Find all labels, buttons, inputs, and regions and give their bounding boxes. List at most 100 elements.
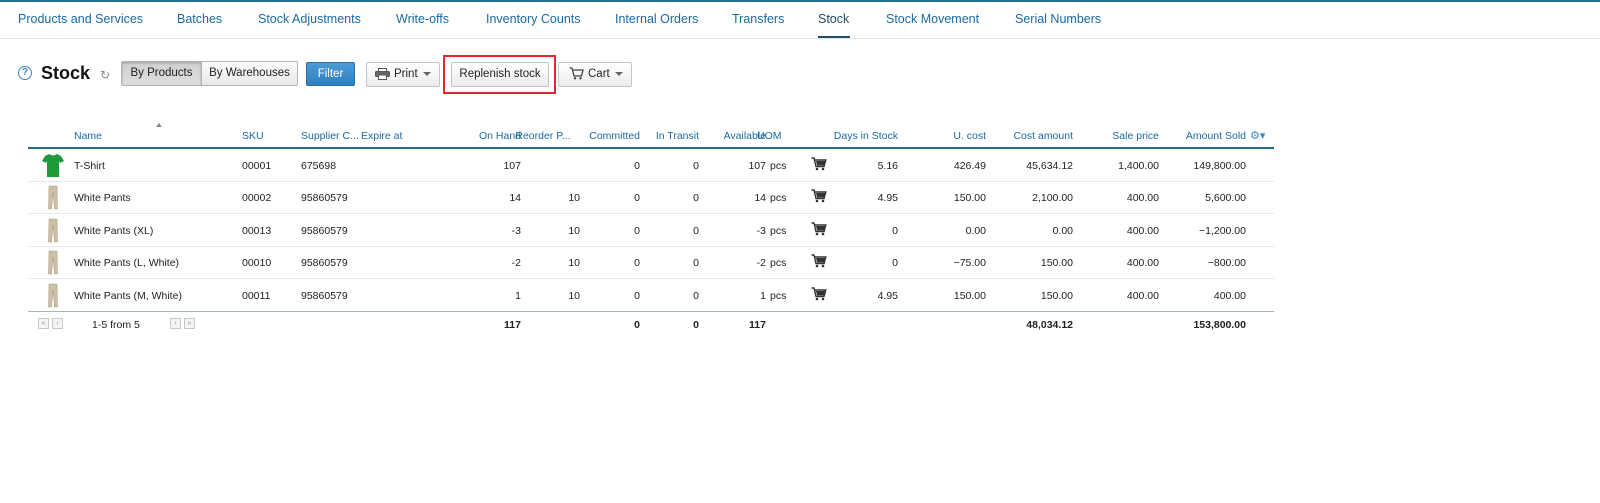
col-sale-price[interactable]: Sale price [1112,130,1159,142]
table-row[interactable]: White Pants (L, White) 00010 95860579 -2 10 0… [28,246,1274,280]
cell-cost-amount: 150.00 [1040,289,1073,302]
pants-thumbnail [48,283,58,307]
cell-days-in-stock: 0 [892,224,898,237]
col-available[interactable]: Available [723,130,766,142]
tab-serial-numbers[interactable]: Serial Numbers [1015,12,1102,26]
tab-write-offs[interactable]: Write-offs [396,12,450,26]
cell-sale-price: 400.00 [1126,192,1159,205]
cell-reorder-point: 10 [568,289,580,302]
tab-stock[interactable]: Stock [818,12,850,26]
cell-sku: 00011 [242,289,271,302]
col-committed[interactable]: Committed [589,130,640,142]
cell-days-in-stock: 4.95 [877,192,898,205]
gear-icon[interactable]: ⚙▾ [1250,130,1266,142]
cell-unit-cost: 0.00 [965,224,986,237]
cell-in-transit: 0 [693,289,699,302]
col-on-hand[interactable]: On Hand [478,130,521,142]
cell-supplier-code: 95860579 [301,192,348,205]
tab-products-and-services[interactable]: Products and Services [18,12,144,26]
cell-name[interactable]: White Pants (M, White) [74,289,182,302]
chevron-down-icon [422,71,431,76]
col-days-in-stock[interactable]: Days in Stock [833,130,898,142]
col-unit-cost[interactable]: U. cost [953,130,986,142]
total-cost-amount: 48,034.12 [1026,319,1073,331]
col-amount-sold[interactable]: Amount Sold [1185,130,1246,142]
cell-name[interactable]: White Pants [74,192,131,205]
cell-name[interactable]: White Pants (XL) [74,224,154,237]
tab-stock-movement[interactable]: Stock Movement [886,12,980,26]
add-to-cart-icon[interactable] [811,286,827,301]
cell-sale-price: 1,400.00 [1118,160,1159,172]
print-dropdown-button[interactable]: Print [366,62,440,87]
col-name[interactable]: Name [74,130,103,142]
cart-dropdown-button[interactable]: Cart [558,62,632,87]
col-expire-at[interactable]: Expire at [361,130,403,142]
cell-cost-amount: 0.00 [1052,224,1073,237]
cell-amount-sold: −1,200.00 [1198,224,1246,237]
col-cost-amount[interactable]: Cost amount [1013,130,1073,142]
next-page-icon[interactable]: › [170,318,181,329]
cell-unit-cost: 150.00 [953,289,986,302]
col-uom[interactable]: UOM [757,130,782,142]
col-supplier-code[interactable]: Supplier C... [301,130,359,142]
col-reorder-point[interactable]: Reorder P... [515,130,571,142]
table-row[interactable]: White Pants (XL) 00013 95860579 -3 10 0 0 -3 pcs… [28,214,1274,247]
cell-unit-cost: 426.49 [953,160,986,172]
header-divider [28,147,1274,149]
cell-committed: 0 [634,257,640,270]
cell-uom: pcs [770,160,787,172]
add-to-cart-icon[interactable] [811,189,827,203]
view-by-warehouses-button[interactable]: By Warehouses [201,61,298,86]
tab-stock-adjustments[interactable]: Stock Adjustments [258,12,361,26]
section-nav: Products and Services Batches Stock Adju… [0,2,1600,39]
cart-label: Cart [588,68,610,80]
add-to-cart-icon[interactable] [811,157,827,171]
last-page-icon[interactable]: » [184,318,195,329]
cell-on-hand: 1 [515,289,521,302]
cell-supplier-code: 675698 [301,160,337,172]
tab-internal-orders[interactable]: Internal Orders [615,12,699,26]
cell-unit-cost: −75.00 [953,257,986,270]
cell-cost-amount: 150.00 [1040,257,1073,270]
pants-thumbnail [48,218,58,243]
table-row[interactable]: White Pants (M, White) 00011 95860579 1 10 0 0… [28,279,1274,312]
sort-arrow-icon [156,123,162,127]
view-by-products-button[interactable]: By Products [121,61,202,86]
add-to-cart-icon[interactable] [811,254,827,268]
cell-on-hand: 14 [509,192,521,205]
first-page-icon[interactable]: « [38,318,49,329]
filter-button[interactable]: Filter [306,62,355,86]
cell-reorder-point: 10 [568,224,580,237]
top-accent-line [0,0,1600,2]
add-to-cart-icon[interactable] [811,222,827,236]
prev-page-icon[interactable]: ‹ [52,318,63,329]
cell-available: -2 [756,257,766,270]
cell-uom: pcs [770,192,787,205]
total-amount-sold: 153,800.00 [1193,319,1246,331]
total-on-hand: 117 [504,319,521,331]
table-row[interactable]: T-Shirt 00001 675698 107 0 0 107 pcs 5.16 426.49 4… [28,149,1274,182]
active-tab-indicator [818,36,850,38]
refresh-icon[interactable]: ↻ [100,68,111,82]
col-in-transit[interactable]: In Transit [655,130,699,142]
cell-name[interactable]: T-Shirt [74,160,105,172]
tab-batches[interactable]: Batches [177,12,223,26]
tab-inventory-counts[interactable]: Inventory Counts [486,12,581,26]
cell-supplier-code: 95860579 [301,289,348,302]
tshirt-thumbnail [42,154,64,177]
table-row[interactable]: White Pants 00002 95860579 14 10 0 0 14 pcs 4.95 1… [28,181,1274,215]
cell-name[interactable]: White Pants (L, White) [74,257,180,270]
cell-amount-sold: 149,800.00 [1193,160,1246,172]
question-circle-icon[interactable]: ? [18,66,32,80]
cell-in-transit: 0 [693,224,699,237]
cell-days-in-stock: 0 [892,257,898,270]
cell-in-transit: 0 [693,192,699,205]
cell-sku: 00013 [242,224,272,237]
col-sku[interactable]: SKU [242,130,264,142]
total-in-transit: 0 [693,319,699,331]
chevron-down-icon [614,71,623,76]
replenish-stock-button[interactable]: Replenish stock [451,62,549,87]
cell-available: 14 [754,192,766,205]
cell-days-in-stock: 5.16 [877,160,898,172]
tab-transfers[interactable]: Transfers [732,12,785,26]
